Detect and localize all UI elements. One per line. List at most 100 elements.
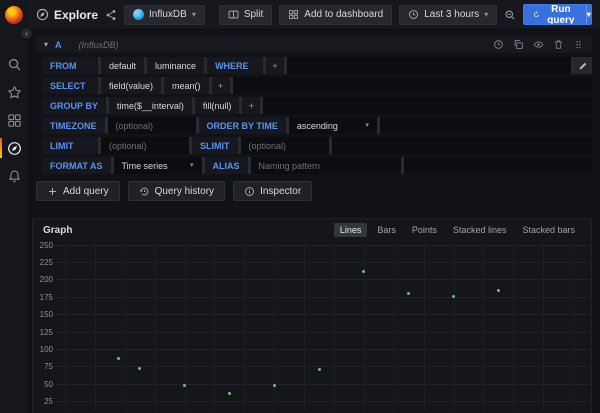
query-part-value[interactable]: fill(null) [195,97,240,114]
graph-mode-stacked-bars[interactable]: Stacked bars [516,223,581,237]
time-range-picker[interactable]: Last 3 hours ▾ [399,5,497,25]
y-gridline [56,401,591,402]
y-gridline [56,349,591,350]
query-part-value[interactable]: default [101,57,144,74]
clock-icon [408,9,419,20]
y-gridline [56,297,591,298]
toggle-text-edit-button[interactable] [574,57,592,74]
run-query-interval-dropdown[interactable]: ▾ [586,5,591,24]
trash-icon[interactable] [553,39,564,50]
chevron-down-icon: ▾ [484,11,488,19]
sidebar: › [0,0,28,413]
drag-handle-icon[interactable] [573,39,584,50]
sidebar-item-explore[interactable] [0,134,28,162]
sidebar-item-alerting[interactable] [0,162,28,190]
query-part-label: SELECT [42,77,98,94]
chevron-down-icon: ▾ [192,11,196,19]
y-axis-tick-label: 200 [33,275,53,284]
add-part-button[interactable]: + [242,97,260,114]
inspector-label: Inspector [260,186,301,197]
share-button[interactable] [105,9,117,21]
bell-icon [7,169,22,184]
query-part-value[interactable]: time($__interval) [109,97,192,114]
x-gridline [364,242,365,410]
x-gridline [214,242,215,410]
data-point [452,295,455,298]
y-gridline [56,245,591,246]
split-button[interactable]: Split [219,5,272,25]
x-gridline [125,242,126,410]
grafana-logo-icon[interactable] [5,6,23,24]
graph-panel-body: 25507510012515017520022525013:2013:3013:… [33,241,591,413]
query-part-input[interactable]: (optional) [101,137,189,154]
query-row: FORMAT ASTime series▾ALIASNaming pattern [42,157,592,174]
query-part-input[interactable]: Naming pattern [251,157,401,174]
datasource-picker[interactable]: InfluxDB ▾ [124,5,205,25]
history-icon[interactable] [493,39,504,50]
copy-icon[interactable] [513,39,524,50]
chevron-down-icon: ▾ [190,162,194,169]
query-rows: FROMdefaultluminanceWHERE+SELECTfield(va… [36,57,592,174]
sidebar-expand-button[interactable]: › [20,27,33,40]
query-part-label: TIMEZONE [42,117,105,134]
query-part-value[interactable]: luminance [147,57,204,74]
pencil-icon [578,61,588,71]
inspector-button[interactable]: Inspector [233,181,312,201]
add-part-button[interactable]: + [212,77,230,94]
data-point [497,289,500,292]
query-part-select[interactable]: ascending▾ [289,117,377,134]
y-axis-tick-label: 75 [33,362,53,371]
dashboards-grid-icon [7,113,22,128]
data-point [228,392,231,395]
datasource-hint: (InfluxDB) [79,40,119,50]
history-icon [139,186,150,197]
add-part-button[interactable]: + [266,57,284,74]
split-icon [228,9,239,20]
add-query-button[interactable]: Add query [36,181,120,201]
y-axis-tick-label: 250 [33,241,53,250]
query-part-label: SLIMIT [192,137,238,154]
data-point [407,292,410,295]
query-part-input[interactable]: (optional) [241,137,329,154]
y-gridline [56,314,591,315]
query-part-label: GROUP BY [42,97,106,114]
graph-plot-area[interactable]: 25507510012515017520022525013:2013:3013:… [56,242,591,410]
sidebar-item-search[interactable] [0,50,28,78]
y-axis-tick-label: 50 [33,380,53,389]
add-to-dashboard-button[interactable]: Add to dashboard [279,5,392,25]
graph-panel: Graph LinesBarsPointsStacked linesStacke… [32,218,592,413]
x-gridline [483,242,484,410]
query-row: GROUP BYtime($__interval)fill(null)+ [42,97,592,114]
graph-mode-bars[interactable]: Bars [371,223,402,237]
query-part-value[interactable]: mean() [164,77,209,94]
datasource-name: InfluxDB [149,9,187,20]
star-icon [7,85,22,100]
query-part-input[interactable]: (optional) [108,117,196,134]
zoom-out-button[interactable] [504,9,516,21]
chevron-down-icon: ▾ [365,122,369,129]
topbar: Explore InfluxDB ▾ Split Add to dashboar… [28,0,600,30]
query-part-value[interactable]: field(value) [101,77,161,94]
graph-mode-lines[interactable]: Lines [334,223,368,237]
query-row-header[interactable]: ▾ A (InfluxDB) [36,36,592,53]
zoom-out-icon [504,9,516,21]
sidebar-item-dashboards[interactable] [0,106,28,134]
explore-title: Explore [36,8,98,22]
query-row: SELECTfield(value)mean()+ [42,77,592,94]
collapse-chevron-icon[interactable]: ▾ [44,40,48,49]
query-part-select[interactable]: Time series▾ [114,157,202,174]
x-gridline [454,242,455,410]
query-row: TIMEZONE(optional)ORDER BY TIMEascending… [42,117,592,134]
graph-panel-header: Graph LinesBarsPointsStacked linesStacke… [33,219,591,241]
x-gridline [65,242,66,410]
query-history-button[interactable]: Query history [128,181,225,201]
sidebar-item-starred[interactable] [0,78,28,106]
y-axis-tick-label: 175 [33,293,53,302]
run-query-button[interactable]: Run query [524,5,585,24]
graph-mode-stacked-lines[interactable]: Stacked lines [447,223,513,237]
y-gridline [56,384,591,385]
query-row: LIMIT(optional)SLIMIT(optional) [42,137,592,154]
graph-mode-points[interactable]: Points [406,223,443,237]
info-icon [244,186,255,197]
eye-icon[interactable] [533,39,544,50]
